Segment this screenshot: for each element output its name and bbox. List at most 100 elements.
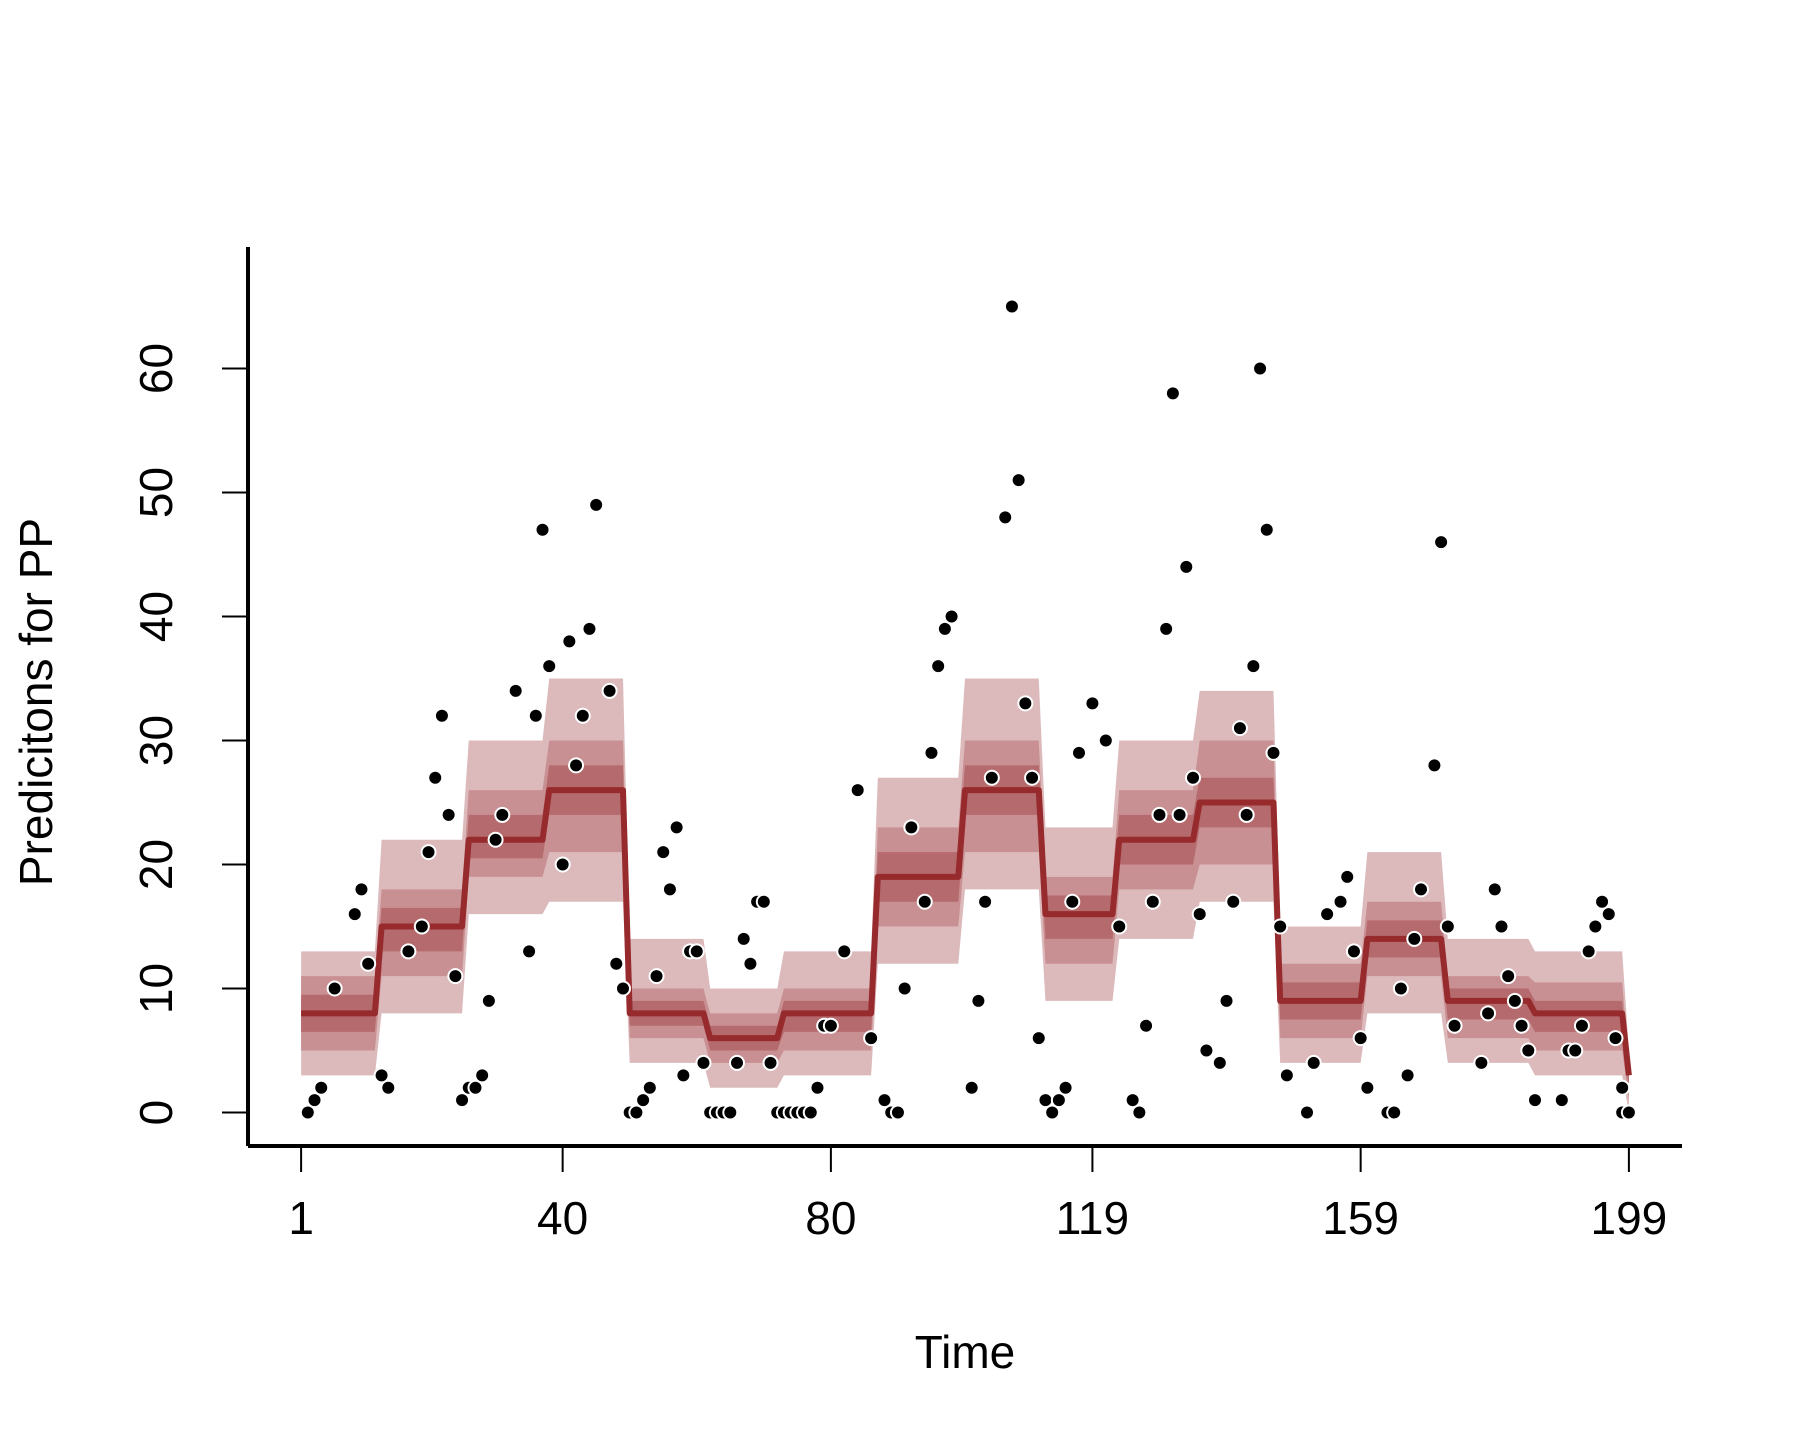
data-point (876, 1092, 893, 1109)
data-point (1345, 943, 1362, 960)
data-point (440, 806, 457, 823)
data-point (1594, 893, 1611, 910)
data-point (1198, 1042, 1215, 1059)
data-point (1097, 732, 1114, 749)
data-point (1527, 1092, 1544, 1109)
data-point (1439, 918, 1456, 935)
data-point (1553, 1092, 1570, 1109)
data-point (655, 844, 672, 861)
data-point (427, 769, 444, 786)
data-point (306, 1092, 323, 1109)
data-point (521, 943, 538, 960)
data-point (1010, 472, 1027, 489)
data-point (1446, 1017, 1463, 1034)
data-point (554, 856, 571, 873)
x-tick-label: 1 (288, 1192, 314, 1244)
data-point (1272, 918, 1289, 935)
data-point (809, 1079, 826, 1096)
data-point (802, 1104, 819, 1121)
y-tick-label: 30 (130, 715, 182, 766)
data-point (1426, 757, 1443, 774)
data-point (1030, 1030, 1047, 1047)
data-point (1299, 1104, 1316, 1121)
data-point (923, 744, 940, 761)
data-point (1238, 806, 1255, 823)
x-tick-label: 80 (805, 1192, 856, 1244)
data-point (1144, 893, 1161, 910)
data-point (1252, 360, 1269, 377)
data-point (1138, 1017, 1155, 1034)
x-axis-label: Time (915, 1326, 1016, 1378)
data-point (1265, 744, 1282, 761)
data-point (1057, 1079, 1074, 1096)
data-point (574, 707, 591, 724)
data-point (413, 918, 430, 935)
data-point (635, 1092, 652, 1109)
data-point (313, 1079, 330, 1096)
data-point (1178, 558, 1195, 575)
data-point (1399, 1067, 1416, 1084)
data-point (1587, 918, 1604, 935)
data-point (1017, 695, 1034, 712)
data-point (742, 955, 759, 972)
y-tick-label: 10 (130, 963, 182, 1014)
data-point (1352, 1030, 1369, 1047)
data-point (1493, 918, 1510, 935)
data-point (1185, 769, 1202, 786)
data-point (943, 608, 960, 625)
data-point (568, 757, 585, 774)
x-tick-label: 40 (537, 1192, 588, 1244)
data-point (1406, 930, 1423, 947)
data-point (1305, 1054, 1322, 1071)
data-point (1332, 893, 1349, 910)
data-point (353, 881, 370, 898)
data-point (1580, 943, 1597, 960)
data-point (1171, 806, 1188, 823)
data-point (1433, 534, 1450, 551)
data-point (762, 1054, 779, 1071)
data-point (1151, 806, 1168, 823)
data-point (474, 1067, 491, 1084)
data-point (561, 633, 578, 650)
data-point (1024, 769, 1041, 786)
data-point (614, 980, 631, 997)
data-point (1339, 868, 1356, 885)
data-point (1211, 1054, 1228, 1071)
data-point (936, 620, 953, 637)
x-tick-label: 119 (1056, 1192, 1129, 1244)
data-point (1520, 1042, 1537, 1059)
data-point (1218, 992, 1235, 1009)
data-point (1359, 1079, 1376, 1096)
data-point (534, 521, 551, 538)
data-point (1600, 906, 1617, 923)
y-tick-label: 20 (130, 839, 182, 890)
data-point (1164, 385, 1181, 402)
data-point (1620, 1104, 1637, 1121)
y-tick-label: 60 (130, 343, 182, 394)
data-point (494, 806, 511, 823)
data-point (1084, 695, 1101, 712)
data-point (454, 1092, 471, 1109)
data-point (1473, 1054, 1490, 1071)
data-point (1413, 881, 1430, 898)
data-point (863, 1030, 880, 1047)
data-point (1392, 980, 1409, 997)
data-point (1044, 1104, 1061, 1121)
data-point (849, 782, 866, 799)
data-point (346, 906, 363, 923)
data-point (1386, 1104, 1403, 1121)
data-point (588, 496, 605, 513)
data-point (970, 992, 987, 1009)
data-point (930, 658, 947, 675)
data-point (641, 1079, 658, 1096)
data-point (326, 980, 343, 997)
data-point (608, 955, 625, 972)
data-point (1225, 893, 1242, 910)
data-point (420, 844, 437, 861)
data-point (735, 930, 752, 947)
data-point (628, 1104, 645, 1121)
data-point (648, 968, 665, 985)
x-tick-label: 199 (1591, 1192, 1668, 1244)
data-point (1506, 992, 1523, 1009)
